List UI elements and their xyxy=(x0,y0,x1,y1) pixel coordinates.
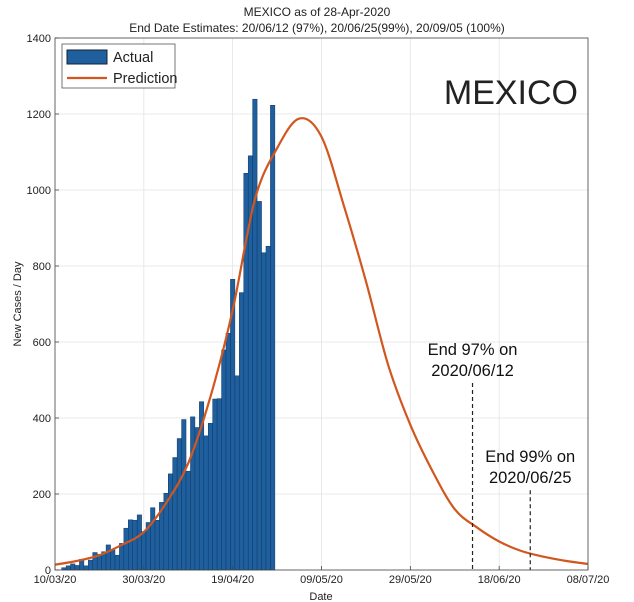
bar-actual xyxy=(194,427,200,571)
bar-actual xyxy=(207,423,213,571)
bar-actual xyxy=(203,435,209,571)
x-tick-label: 18/06/20 xyxy=(478,574,521,586)
bar-actual xyxy=(239,292,245,571)
annotation-line2: 2020/06/12 xyxy=(431,362,514,380)
bar-actual xyxy=(105,544,111,571)
bar-actual xyxy=(172,457,178,571)
y-tick-label: 600 xyxy=(33,337,51,349)
bar-actual xyxy=(261,252,267,571)
ticks: 0 200 400 600 800 1000 1200 1400 10/03/20 30/03/2… xyxy=(27,33,610,586)
watermark-label: MEXICO xyxy=(444,74,578,112)
bar-actual xyxy=(181,419,187,571)
y-tick-label: 400 xyxy=(33,413,51,425)
chart-subtitle: End Date Estimates: 20/06/12 (97%), 20/0… xyxy=(129,21,505,35)
bar-actual xyxy=(221,349,227,571)
y-tick-label: 1200 xyxy=(27,109,51,121)
annotation-line1: End 97% on xyxy=(428,341,518,359)
x-tick-label: 10/03/20 xyxy=(34,574,77,586)
y-tick-label: 200 xyxy=(33,489,51,501)
bar-actual xyxy=(176,438,182,571)
y-tick-label: 1400 xyxy=(27,33,51,45)
y-tick-label: 0 xyxy=(45,565,51,577)
bar-actual xyxy=(256,201,262,571)
bar-actual xyxy=(123,527,129,571)
bar-actual xyxy=(270,105,276,571)
bar-actual xyxy=(128,519,133,571)
bar-actual xyxy=(136,514,142,571)
bar-actual xyxy=(132,519,138,571)
actual-bars xyxy=(61,98,276,571)
x-tick-label: 19/04/20 xyxy=(211,574,254,586)
bar-actual xyxy=(88,559,94,571)
legend-swatch-actual xyxy=(66,49,108,65)
grid xyxy=(54,37,589,571)
bar-actual xyxy=(65,565,71,571)
x-tick-label: 29/05/20 xyxy=(389,574,432,586)
legend: Actual Prediction xyxy=(61,43,177,89)
y-tick-label: 1000 xyxy=(27,185,51,197)
bar-actual xyxy=(230,279,236,571)
bar-actual xyxy=(154,519,160,571)
x-tick-label: 08/07/20 xyxy=(567,574,610,586)
annotation-line1: End 99% on xyxy=(485,448,575,466)
legend-label-actual: Actual xyxy=(113,50,153,66)
bar-actual xyxy=(110,549,116,571)
x-axis-label: Date xyxy=(309,591,332,602)
bar-actual xyxy=(119,543,125,571)
bar-actual xyxy=(265,245,271,571)
bar-actual xyxy=(185,470,191,571)
bar-actual xyxy=(150,507,156,571)
chart-title: MEXICO as of 28-Apr-2020 xyxy=(244,5,391,19)
bar-actual xyxy=(190,416,196,571)
legend-label-prediction: Prediction xyxy=(113,71,177,87)
bar-actual xyxy=(252,98,258,571)
bar-actual xyxy=(168,473,173,571)
bar-actual xyxy=(225,333,231,571)
annotations: End 97% on 2020/06/12 End 99% on 2020/06/25 xyxy=(428,341,575,570)
y-tick-label: 800 xyxy=(33,261,51,273)
y-axis-label: New Cases / Day xyxy=(12,261,24,346)
bar-actual xyxy=(216,398,222,571)
bar-actual xyxy=(141,531,147,571)
bar-actual xyxy=(114,554,120,571)
x-tick-label: 09/05/20 xyxy=(300,574,343,586)
prediction-line xyxy=(54,117,589,566)
bar-actual xyxy=(212,398,218,571)
x-tick-label: 30/03/20 xyxy=(122,574,165,586)
bar-actual xyxy=(70,563,76,571)
annotation-line2: 2020/06/25 xyxy=(489,469,572,487)
bar-actual xyxy=(74,565,80,571)
bar-actual xyxy=(234,375,240,571)
bar-actual xyxy=(83,565,89,571)
